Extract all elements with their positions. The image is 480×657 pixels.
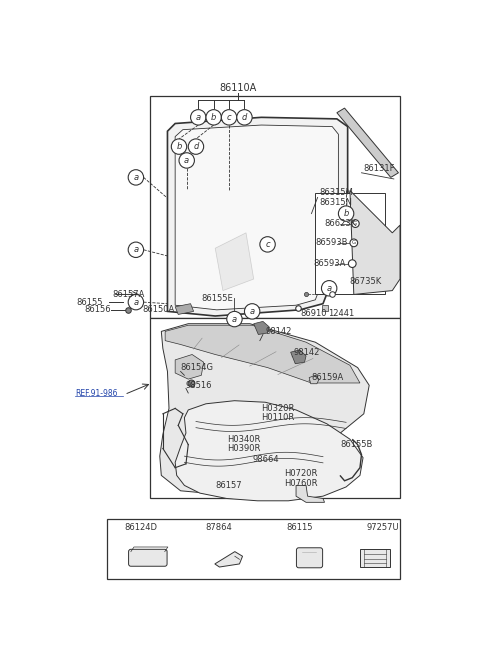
Bar: [150, 96, 400, 317]
Text: H0340R: H0340R: [227, 435, 260, 443]
Polygon shape: [215, 552, 242, 567]
Text: a: a: [326, 284, 332, 293]
Text: 87864: 87864: [205, 523, 232, 532]
Text: a: a: [250, 307, 255, 316]
Circle shape: [191, 110, 206, 125]
Text: 86155E: 86155E: [201, 294, 233, 303]
Text: 86735K: 86735K: [349, 277, 382, 286]
Text: 86115: 86115: [286, 523, 312, 532]
Polygon shape: [309, 375, 319, 384]
Circle shape: [128, 294, 144, 310]
Bar: [150, 317, 400, 499]
Text: H0760R: H0760R: [285, 478, 318, 487]
Text: a: a: [232, 315, 237, 324]
Polygon shape: [350, 191, 400, 294]
FancyBboxPatch shape: [129, 549, 167, 566]
Text: 86124D: 86124D: [124, 523, 157, 532]
Text: b: b: [343, 209, 349, 218]
Text: d: d: [242, 113, 247, 122]
Text: H0110R: H0110R: [262, 413, 295, 422]
Circle shape: [128, 170, 144, 185]
Text: 86154G: 86154G: [180, 363, 214, 372]
Circle shape: [353, 522, 365, 534]
Text: 86110A: 86110A: [220, 83, 257, 93]
Circle shape: [128, 242, 144, 258]
Circle shape: [322, 281, 337, 296]
Text: a: a: [133, 173, 138, 182]
Circle shape: [221, 110, 237, 125]
Polygon shape: [175, 401, 363, 501]
Text: a: a: [133, 298, 138, 307]
Circle shape: [348, 260, 356, 267]
Polygon shape: [337, 108, 398, 177]
Circle shape: [192, 522, 204, 534]
Text: 98664: 98664: [252, 455, 279, 464]
FancyBboxPatch shape: [297, 548, 323, 568]
Circle shape: [188, 139, 204, 154]
Text: 98142: 98142: [265, 327, 292, 336]
Circle shape: [171, 139, 187, 154]
Polygon shape: [165, 325, 360, 383]
Polygon shape: [215, 233, 254, 290]
Text: 86157: 86157: [215, 481, 242, 490]
Text: 86155B: 86155B: [340, 440, 372, 449]
Text: c: c: [265, 240, 270, 249]
Text: G: G: [353, 221, 358, 226]
Circle shape: [244, 304, 260, 319]
Text: a: a: [184, 156, 189, 165]
Text: 86159A: 86159A: [312, 373, 344, 382]
Circle shape: [350, 239, 358, 246]
Polygon shape: [291, 350, 306, 364]
Circle shape: [227, 311, 242, 327]
Text: REF.91-986: REF.91-986: [75, 388, 118, 397]
Text: d: d: [357, 523, 361, 532]
Circle shape: [237, 110, 252, 125]
Text: H0720R: H0720R: [285, 469, 318, 478]
Text: 86157A: 86157A: [113, 290, 145, 299]
Circle shape: [206, 110, 221, 125]
Text: G: G: [352, 240, 356, 245]
Polygon shape: [296, 486, 324, 503]
Text: 86593B: 86593B: [315, 238, 348, 247]
Text: 86155: 86155: [77, 298, 103, 307]
Text: 86315N: 86315N: [319, 198, 352, 206]
Circle shape: [272, 522, 285, 534]
Polygon shape: [175, 125, 338, 310]
Text: c: c: [227, 113, 231, 122]
Text: d: d: [193, 142, 199, 151]
Text: 86315M: 86315M: [319, 189, 353, 197]
Text: a: a: [133, 245, 138, 254]
Text: b: b: [211, 113, 216, 122]
Text: 98142: 98142: [294, 348, 320, 357]
Text: b: b: [195, 523, 200, 532]
FancyBboxPatch shape: [360, 549, 390, 567]
Polygon shape: [254, 321, 269, 334]
Text: a: a: [196, 113, 201, 122]
Text: 86156: 86156: [84, 306, 111, 314]
Text: 86150A: 86150A: [142, 306, 174, 314]
Bar: [315, 193, 384, 294]
Circle shape: [110, 522, 123, 534]
Polygon shape: [160, 324, 369, 493]
Circle shape: [338, 206, 354, 221]
Polygon shape: [175, 304, 193, 315]
Circle shape: [260, 237, 275, 252]
Text: 86910: 86910: [300, 309, 326, 318]
Text: b: b: [176, 142, 182, 151]
Circle shape: [179, 153, 194, 168]
Circle shape: [351, 219, 359, 227]
Text: 86131F: 86131F: [363, 164, 395, 173]
Text: 98516: 98516: [186, 381, 213, 390]
Polygon shape: [168, 118, 348, 316]
Text: c: c: [276, 523, 280, 532]
Bar: [108, 519, 400, 579]
Text: H0390R: H0390R: [227, 444, 260, 453]
Text: H0320R: H0320R: [262, 404, 295, 413]
Text: 86623K: 86623K: [324, 219, 357, 228]
Text: a: a: [114, 523, 119, 532]
Text: 97257U: 97257U: [367, 523, 399, 532]
Text: 86593A: 86593A: [314, 259, 346, 268]
Text: 12441: 12441: [328, 309, 355, 318]
Polygon shape: [175, 355, 204, 379]
